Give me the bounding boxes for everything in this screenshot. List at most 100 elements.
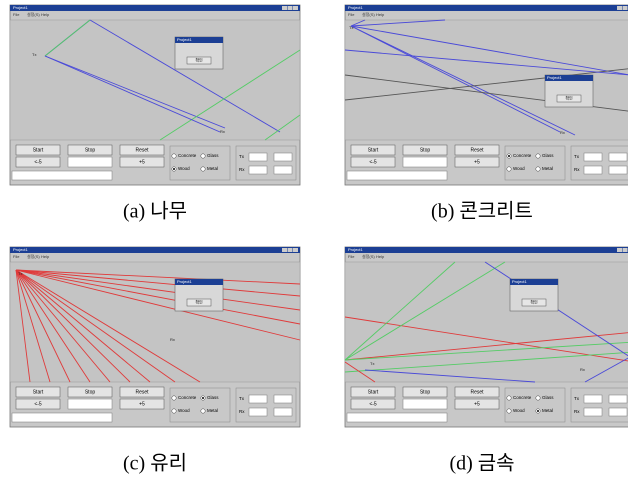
coord-input[interactable] [584, 395, 602, 403]
window-title: Project1 [348, 247, 363, 252]
radio-label[interactable]: Glass [542, 395, 554, 400]
coord-input[interactable] [609, 408, 627, 416]
figure: Project1File설정(S)HelpTxRxProject1확인Start… [0, 0, 628, 488]
coord-input[interactable] [249, 408, 267, 416]
coord-input[interactable] [584, 153, 602, 161]
radio[interactable] [172, 154, 176, 158]
menu-item[interactable]: 설정(S) [362, 11, 375, 17]
radio[interactable] [536, 396, 540, 400]
button-label[interactable]: Reset [470, 389, 484, 395]
radio-label[interactable]: Concrete [513, 395, 532, 400]
button-label[interactable]: Start [368, 147, 379, 153]
tx-label: Tx [349, 25, 353, 30]
radio[interactable] [201, 167, 205, 171]
radio[interactable] [507, 396, 511, 400]
radio-label[interactable]: Wood [513, 408, 525, 413]
radio-label[interactable]: Wood [178, 166, 190, 171]
rx-label: Rx [560, 130, 565, 135]
dialog-ok-label[interactable]: 확인 [530, 299, 538, 305]
window-button[interactable] [282, 6, 287, 10]
dialog-ok-label[interactable]: 확인 [195, 57, 203, 63]
rx-label: Rx [170, 337, 175, 342]
menu-item[interactable]: File [348, 12, 355, 17]
button-label[interactable]: <-5 [369, 159, 377, 165]
radio[interactable] [172, 396, 176, 400]
button-label[interactable]: Start [33, 147, 44, 153]
menu-item[interactable]: 설정(S) [362, 253, 375, 259]
radio-label[interactable]: Wood [178, 408, 190, 413]
menu-item[interactable]: Help [41, 254, 50, 259]
radio[interactable] [507, 167, 511, 171]
radio-label[interactable]: Metal [207, 166, 218, 171]
button-label[interactable]: +5 [139, 401, 145, 407]
radio-label[interactable]: Metal [207, 408, 218, 413]
button-label[interactable]: +5 [139, 159, 145, 165]
button-label[interactable]: +5 [474, 159, 480, 165]
coord-input[interactable] [274, 166, 292, 174]
menu-item[interactable]: File [348, 254, 355, 259]
window-button[interactable] [623, 248, 628, 252]
coord-input[interactable] [274, 408, 292, 416]
radio-label[interactable]: Concrete [178, 395, 197, 400]
button-label[interactable]: <-5 [34, 401, 42, 407]
radio-label[interactable]: Metal [542, 166, 553, 171]
button-label[interactable]: Reset [135, 389, 149, 395]
button-label[interactable]: Stop [85, 389, 96, 395]
coord-input[interactable] [249, 153, 267, 161]
dialog-ok-label[interactable]: 확인 [565, 95, 573, 101]
button-label[interactable]: <-5 [34, 159, 42, 165]
radio[interactable] [536, 154, 540, 158]
dialog-ok-label[interactable]: 확인 [195, 299, 203, 305]
window-button[interactable] [293, 248, 298, 252]
coord-input[interactable] [609, 166, 627, 174]
button-label[interactable]: Stop [420, 147, 431, 153]
coord-input[interactable] [584, 166, 602, 174]
button-label[interactable]: Stop [85, 147, 96, 153]
window-title: Project1 [13, 247, 28, 252]
radio[interactable] [201, 154, 205, 158]
window-button[interactable] [623, 6, 628, 10]
radio-label[interactable]: Wood [513, 166, 525, 171]
coord-input[interactable] [274, 153, 292, 161]
button-label[interactable]: Start [33, 389, 44, 395]
window-button[interactable] [282, 248, 287, 252]
coord-input[interactable] [609, 395, 627, 403]
window-button[interactable] [617, 248, 622, 252]
radio[interactable] [201, 409, 205, 413]
button-label[interactable]: <-5 [369, 401, 377, 407]
window-button[interactable] [617, 6, 622, 10]
status-box [12, 171, 112, 180]
button-label[interactable]: +5 [474, 401, 480, 407]
coord-rx: Rx [239, 167, 245, 172]
coord-input[interactable] [274, 395, 292, 403]
radio-label[interactable]: Concrete [513, 153, 532, 158]
window-button[interactable] [293, 6, 298, 10]
button-label[interactable]: Reset [470, 147, 484, 153]
radio-label[interactable]: Metal [542, 408, 553, 413]
radio-label[interactable]: Glass [207, 153, 219, 158]
coord-input[interactable] [249, 166, 267, 174]
window-button[interactable] [288, 248, 293, 252]
window-title: Project1 [348, 5, 363, 10]
coord-rx: Rx [574, 167, 580, 172]
radio[interactable] [172, 409, 176, 413]
radio-label[interactable]: Glass [207, 395, 219, 400]
radio[interactable] [507, 409, 511, 413]
menu-item[interactable]: Help [376, 12, 385, 17]
radio-label[interactable]: Concrete [178, 153, 197, 158]
button-label[interactable]: Start [368, 389, 379, 395]
menu-item[interactable]: 설정(S) [27, 11, 40, 17]
coord-input[interactable] [609, 153, 627, 161]
window-button[interactable] [288, 6, 293, 10]
coord-input[interactable] [249, 395, 267, 403]
button-label[interactable]: Stop [420, 389, 431, 395]
menu-item[interactable]: File [13, 254, 20, 259]
radio[interactable] [536, 167, 540, 171]
menu-item[interactable]: File [13, 12, 20, 17]
button-label[interactable]: Reset [135, 147, 149, 153]
menu-item[interactable]: 설정(S) [27, 253, 40, 259]
radio-label[interactable]: Glass [542, 153, 554, 158]
menu-item[interactable]: Help [376, 254, 385, 259]
menu-item[interactable]: Help [41, 12, 50, 17]
coord-input[interactable] [584, 408, 602, 416]
